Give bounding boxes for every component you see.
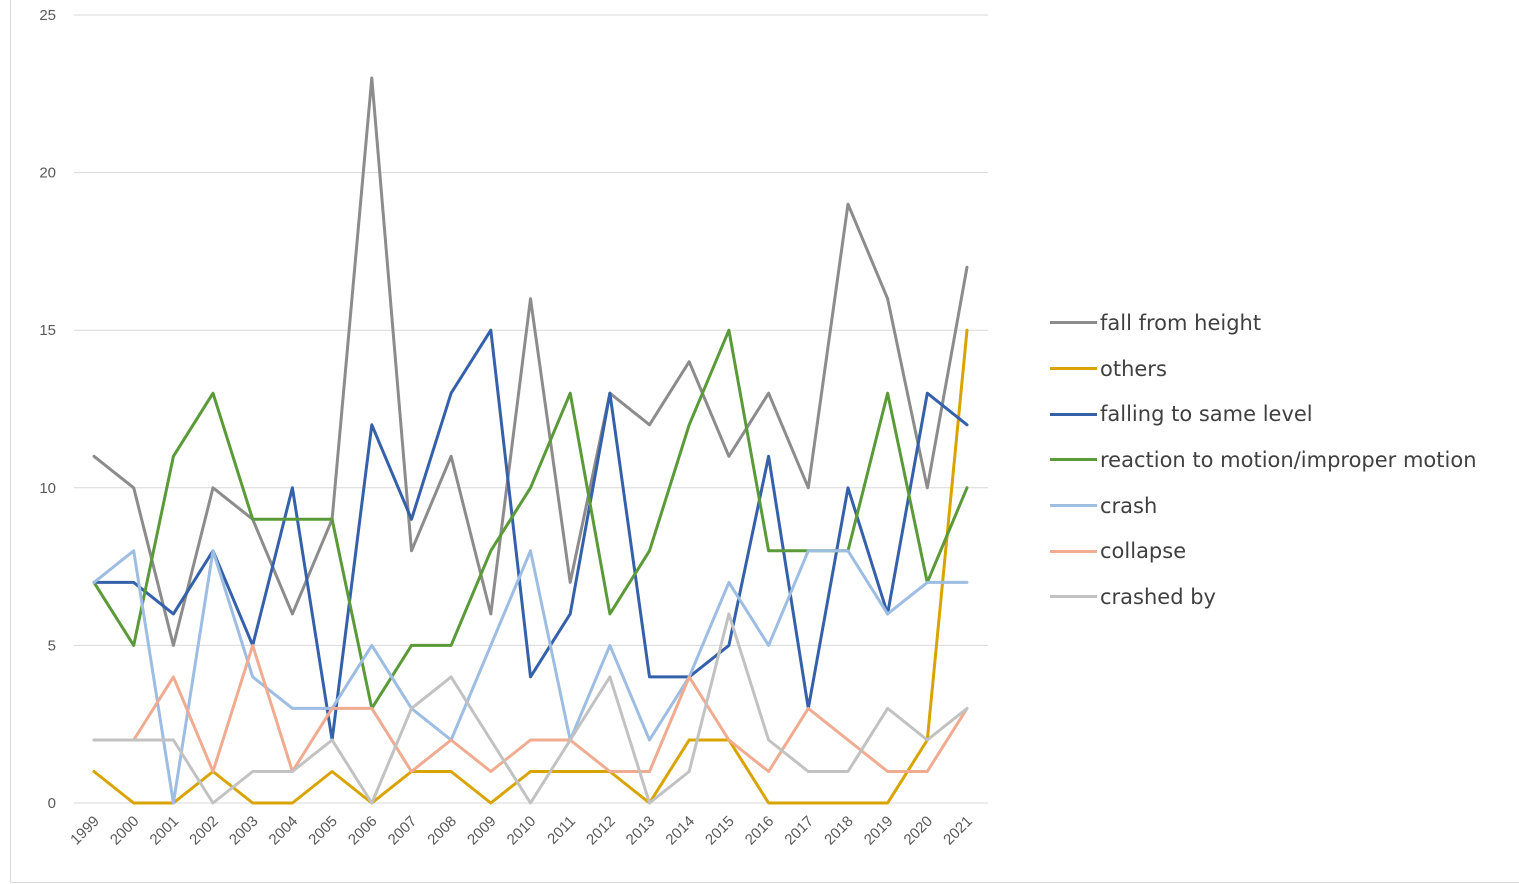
y-tick-label: 20 <box>39 165 56 182</box>
legend-swatch <box>1050 412 1097 416</box>
x-tick-label: 2009 <box>464 813 500 849</box>
x-tick-label: 2014 <box>662 813 698 849</box>
y-tick-label: 25 <box>39 7 56 24</box>
legend-label: collapse <box>1100 539 1187 564</box>
x-tick-label: 2017 <box>781 813 817 849</box>
legend-item: fall from height <box>1050 300 1477 346</box>
legend-item: others <box>1050 346 1477 392</box>
y-tick-label: 15 <box>39 322 56 339</box>
legend-swatch <box>1050 321 1097 325</box>
legend-item: crash <box>1050 483 1477 529</box>
legend-swatch <box>1050 504 1097 508</box>
series-line-crashed-by <box>92 612 969 805</box>
x-tick-label: 2020 <box>901 813 937 849</box>
x-tick-label: 2021 <box>940 813 976 849</box>
x-axis: 1999 2000 2001 2002 2003 2004 2005 2006 2007 2008… <box>67 813 976 849</box>
legend-label: others <box>1100 356 1167 381</box>
series-line-collapse <box>92 643 969 773</box>
x-tick-label: 2004 <box>266 813 302 849</box>
legend-item: crashed by <box>1050 574 1477 620</box>
legend-label: crashed by <box>1100 584 1216 609</box>
series-lines <box>92 76 969 805</box>
series-line-crash <box>92 549 969 805</box>
y-axis: 0 5 10 15 20 25 <box>39 7 56 812</box>
series-line-fall-from-height <box>92 76 969 647</box>
x-tick-label: 2015 <box>702 813 738 849</box>
legend-label: crash <box>1100 493 1158 518</box>
x-tick-label: 2008 <box>424 813 460 849</box>
x-tick-label: 2007 <box>385 813 421 849</box>
y-tick-label: 0 <box>48 795 56 812</box>
x-tick-label: 2002 <box>186 813 222 849</box>
x-tick-label: 2012 <box>583 813 619 849</box>
x-tick-label: 2001 <box>147 813 183 849</box>
x-tick-label: 2006 <box>345 813 381 849</box>
chart-area <box>10 0 1519 883</box>
series-line-reaction-to-motion-improper-motion <box>92 328 969 710</box>
x-tick-label: 2018 <box>821 813 857 849</box>
gridlines <box>74 14 988 804</box>
x-tick-label: 1999 <box>67 813 103 849</box>
legend-label: fall from height <box>1100 310 1262 335</box>
x-tick-label: 2005 <box>305 813 341 849</box>
legend-swatch <box>1050 458 1097 462</box>
y-tick-label: 5 <box>48 637 56 654</box>
x-tick-label: 2016 <box>742 813 778 849</box>
x-tick-label: 2010 <box>504 813 540 849</box>
legend-item: falling to same level <box>1050 391 1477 437</box>
legend-item: collapse <box>1050 528 1477 574</box>
series-line-others <box>92 328 969 805</box>
legend-swatch <box>1050 367 1097 371</box>
legend-swatch <box>1050 549 1097 553</box>
y-tick-label: 10 <box>39 480 56 497</box>
x-tick-label: 2013 <box>623 813 659 849</box>
legend-swatch <box>1050 595 1097 599</box>
legend-label: reaction to motion/improper motion <box>1100 447 1477 472</box>
x-tick-label: 2011 <box>544 813 579 848</box>
x-tick-label: 2019 <box>861 813 897 849</box>
series-line-falling-to-same-level <box>92 328 969 742</box>
x-tick-label: 2000 <box>107 813 143 849</box>
legend: fall from height others falling to same le… <box>1050 300 1477 620</box>
x-tick-label: 2003 <box>226 813 262 849</box>
legend-label: falling to same level <box>1100 402 1313 427</box>
legend-item: reaction to motion/improper motion <box>1050 437 1477 483</box>
